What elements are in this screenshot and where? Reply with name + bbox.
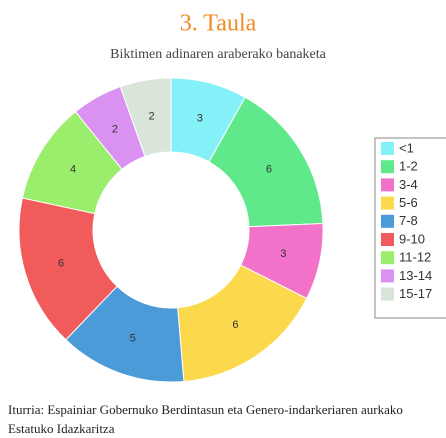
legend-label: 9-10 — [399, 231, 425, 246]
legend-swatch — [381, 196, 394, 210]
legend-label: 5-6 — [399, 195, 418, 210]
source-note: Iturria: Espainiar Gobernuko Berdintasun… — [8, 402, 403, 436]
legend-label: 11-12 — [399, 250, 431, 265]
legend-swatch — [381, 251, 394, 265]
data-label: 6 — [58, 258, 64, 270]
legend-swatch — [381, 233, 394, 246]
data-label: 5 — [130, 332, 136, 344]
chart-subtitle: Biktimen adinaren araberako banaketa — [110, 47, 327, 62]
legend-label: <1 — [399, 140, 414, 155]
data-label: 2 — [112, 124, 118, 136]
data-label: 2 — [149, 111, 155, 123]
legend-swatch — [381, 287, 394, 301]
chart: 3. Taula Biktimen adinaren araberako ban… — [18, 11, 446, 383]
legend-label: 13-14 — [399, 268, 432, 283]
data-label: 3 — [197, 113, 203, 125]
data-label: 6 — [232, 319, 238, 331]
legend-swatch — [381, 160, 394, 174]
legend-label: 15-17 — [399, 286, 432, 301]
legend-label: 3-4 — [399, 177, 418, 192]
data-label: 6 — [266, 164, 272, 176]
donut-segment — [208, 96, 324, 228]
legend-swatch — [381, 269, 394, 283]
legend-label: 1-2 — [399, 159, 418, 174]
legend-swatch — [381, 214, 394, 228]
legend-swatch — [381, 178, 394, 192]
legend-label: 7-8 — [399, 213, 418, 228]
donut-segment — [18, 197, 118, 341]
donut-segment — [177, 264, 308, 382]
data-label: 4 — [70, 164, 76, 176]
chart-title: 3. Taula — [180, 11, 257, 37]
donut-segment — [119, 77, 172, 158]
legend-swatch — [381, 142, 394, 155]
data-label: 3 — [280, 248, 286, 260]
